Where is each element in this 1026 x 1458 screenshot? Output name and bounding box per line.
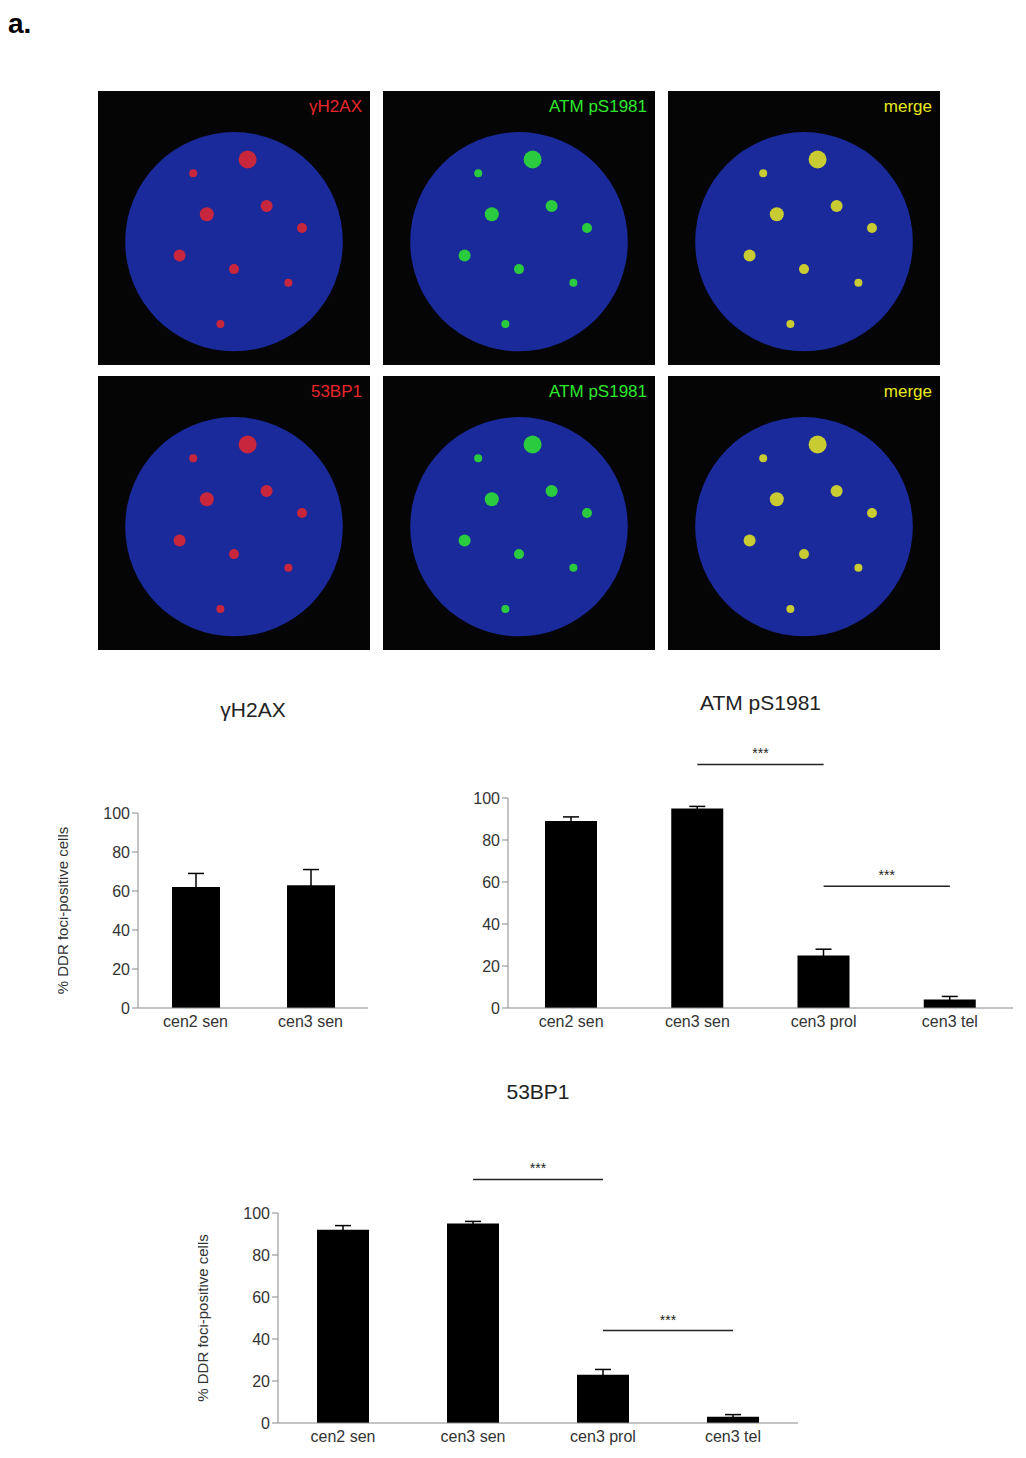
html-text:merge: merge (883, 97, 932, 116)
svg-text:***: *** (752, 745, 769, 761)
svg-text:cen3 sen: cen3 sen (441, 1428, 506, 1445)
svg-text:***: *** (530, 1160, 547, 1176)
html-text:a.: a. (8, 8, 32, 39)
svg-text:cen2 sen: cen2 sen (163, 1013, 228, 1030)
svg-text:20: 20 (252, 1373, 270, 1390)
html-text:ATM pS1981: ATM pS1981 (549, 97, 647, 116)
svg-text:80: 80 (482, 832, 500, 849)
svg-text:20: 20 (482, 958, 500, 975)
svg-text:cen2 sen: cen2 sen (311, 1428, 376, 1445)
svg-text:60: 60 (482, 874, 500, 891)
svg-text:cen2 sen: cen2 sen (539, 1013, 604, 1030)
html-text:53BP1: 53BP1 (506, 1080, 570, 1103)
svg-text:100: 100 (243, 1205, 270, 1222)
svg-text:cen3 sen: cen3 sen (665, 1013, 730, 1030)
svg-text:60: 60 (112, 883, 130, 900)
svg-text:***: *** (879, 867, 896, 883)
html-text:merge: merge (883, 382, 932, 401)
svg-text:cen3 prol: cen3 prol (791, 1013, 857, 1030)
svg-text:40: 40 (112, 922, 130, 939)
svg-text:20: 20 (112, 961, 130, 978)
svg-text:cen3 tel: cen3 tel (922, 1013, 978, 1030)
svg-text:cen3 prol: cen3 prol (570, 1428, 636, 1445)
svg-text:60: 60 (252, 1289, 270, 1306)
svg-text:0: 0 (121, 1000, 130, 1017)
html-text:γH2AX: γH2AX (220, 698, 286, 721)
svg-text:100: 100 (103, 805, 130, 822)
html-text:ATM pS1981: ATM pS1981 (549, 382, 647, 401)
svg-text:0: 0 (261, 1415, 270, 1432)
html-text:ATM pS1981: ATM pS1981 (700, 691, 821, 714)
svg-text:cen3 tel: cen3 tel (705, 1428, 761, 1445)
svg-text:40: 40 (252, 1331, 270, 1348)
svg-text:80: 80 (252, 1247, 270, 1264)
html-text:53BP1: 53BP1 (311, 382, 362, 401)
svg-text:% DDR foci-positive cells: % DDR foci-positive cells (58, 827, 71, 995)
svg-text:80: 80 (112, 844, 130, 861)
svg-text:cen3 sen: cen3 sen (278, 1013, 343, 1030)
html-text:γH2AX: γH2AX (309, 97, 362, 116)
svg-text:***: *** (660, 1312, 677, 1328)
svg-text:40: 40 (482, 916, 500, 933)
svg-text:100: 100 (473, 790, 500, 807)
svg-text:% DDR foci-positive cells: % DDR foci-positive cells (198, 1234, 211, 1402)
svg-text:0: 0 (491, 1000, 500, 1017)
